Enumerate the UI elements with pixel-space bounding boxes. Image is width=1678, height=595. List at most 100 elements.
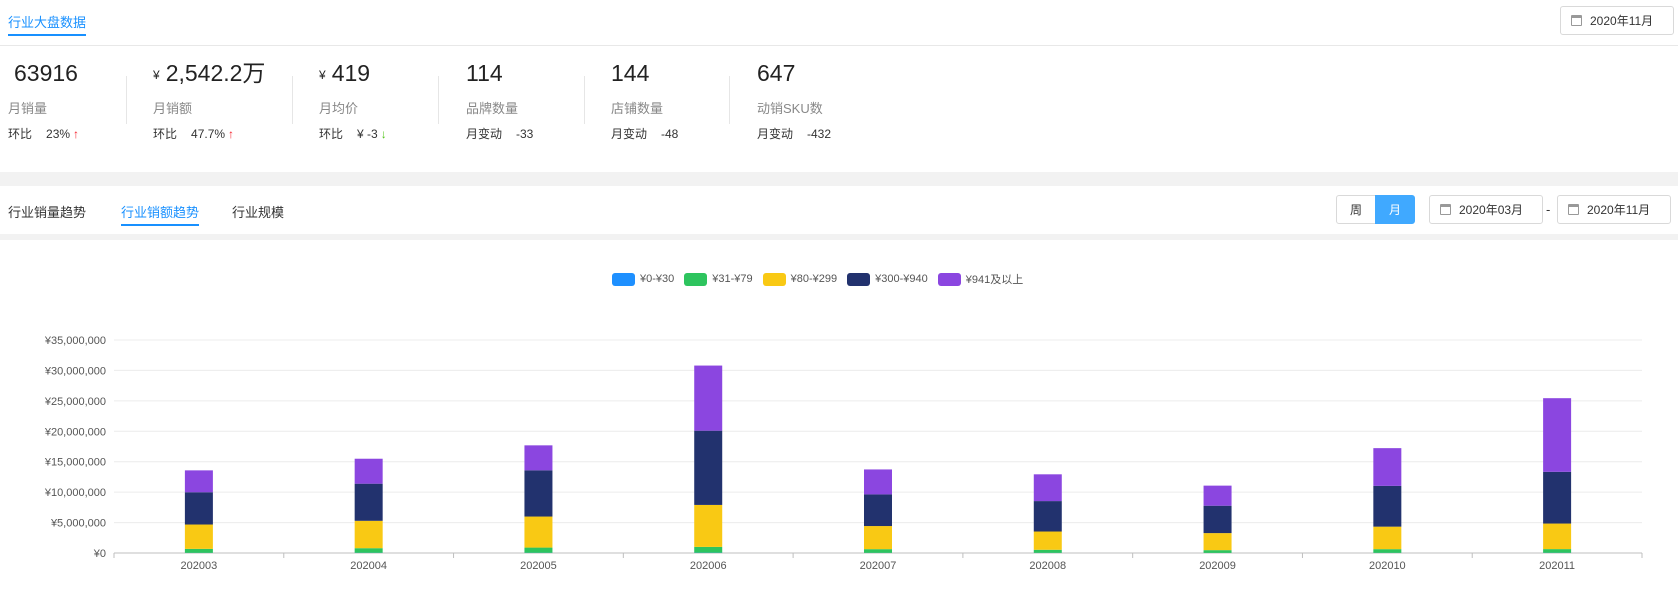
metric-currency: ¥ [319, 68, 326, 82]
metric-store-count: 144 店铺数量 月变动 -48 [611, 58, 678, 158]
bar-segment [184, 492, 213, 525]
metric-active-sku-count: 647 动销SKU数 月变动 -432 [757, 58, 831, 158]
metric-monthly-avg-price: ¥419 月均价 环比 ¥ -3 ↓ [319, 58, 387, 158]
delta-label: 月变动 [466, 127, 503, 141]
bar-segment [1033, 549, 1062, 553]
sales-amount-chart: ¥0-¥30 ¥31-¥79 ¥80-¥299 ¥300-¥940 ¥941及以上 ¥0… [0, 240, 1678, 595]
legend-item[interactable]: ¥0-¥30 [612, 272, 675, 286]
legend-label: ¥0-¥30 [640, 273, 675, 285]
metric-number: 419 [331, 60, 371, 86]
delta-value: 23% [46, 127, 71, 141]
bar-segment [1033, 531, 1062, 550]
metric-value: 63916 [8, 58, 79, 88]
bar-segment [1203, 505, 1232, 534]
metric-number: 114 [466, 60, 503, 86]
metric-number: 2,542.2万 [165, 60, 266, 86]
delta-label: 环比 [153, 127, 178, 141]
arrow-up-icon: ↑ [228, 127, 235, 141]
metric-number: 647 [757, 60, 796, 86]
delta-label: 环比 [8, 127, 33, 141]
metric-value: ¥419 [319, 58, 387, 88]
y-tick-label: ¥35,000,000 [44, 335, 106, 347]
bar-segment [694, 504, 723, 547]
stacked-bar-chart: ¥0 ¥5,000,000 ¥10,000,000 ¥15,000,000 ¥20,00… [44, 335, 1643, 572]
bar-segment [1373, 448, 1402, 486]
metric-value: 144 [611, 58, 678, 88]
trend-toolbar: 行业销量趋势 行业销额趋势 行业规模 周 月 2020年03月 - 2020年1… [0, 186, 1678, 234]
x-tick-label: 202011 [1539, 560, 1575, 572]
metric-label: 月均价 [319, 101, 359, 116]
metric-value: 114 [466, 58, 533, 88]
range-separator: - [1546, 202, 1551, 217]
bar-segment [1543, 398, 1572, 472]
delta-label: 月变动 [611, 127, 648, 141]
metric-delta: 环比 23% ↑ [8, 125, 79, 142]
bar-segment [694, 365, 723, 431]
metric-delta: 环比 47.7% ↑ [153, 125, 265, 142]
period-week-button[interactable]: 周 [1336, 195, 1376, 224]
bar-segment [1543, 523, 1572, 550]
legend-swatch [612, 272, 635, 286]
delta-label: 环比 [319, 127, 344, 141]
legend-label: ¥941及以上 [965, 274, 1024, 286]
tab-sales-volume-trend[interactable]: 行业销量趋势 [8, 205, 87, 220]
bar-segment [184, 470, 213, 493]
delta-value: ¥ -3 [357, 127, 378, 141]
bar-segment [1373, 549, 1402, 553]
divider [584, 76, 585, 124]
range-end-picker[interactable]: 2020年11月 [1557, 195, 1671, 224]
legend-item[interactable]: ¥300-¥940 [847, 272, 928, 286]
y-tick-label: ¥25,000,000 [44, 396, 106, 408]
metric-value: ¥2,542.2万 [153, 58, 265, 88]
metric-monthly-sales-volume: 63916 月销量 环比 23% ↑ [8, 58, 79, 158]
metric-currency: ¥ [153, 68, 160, 82]
bar-segment [354, 458, 383, 484]
month-picker[interactable]: 2020年11月 [1560, 6, 1674, 35]
bar-segment [184, 548, 213, 553]
metric-label: 品牌数量 [466, 101, 519, 116]
tab-industry-scale[interactable]: 行业规模 [232, 205, 285, 220]
bar-segment [1373, 526, 1402, 550]
range-start-value: 2020年03月 [1459, 203, 1524, 217]
bar-segment [864, 494, 892, 527]
delta-value: -48 [661, 127, 679, 141]
metric-monthly-sales-amount: ¥2,542.2万 月销额 环比 47.7% ↑ [153, 58, 265, 158]
y-tick-label: ¥5,000,000 [50, 518, 106, 530]
tab-sales-amount-trend[interactable]: 行业销额趋势 [121, 202, 200, 226]
metric-delta: 环比 ¥ -3 ↓ [319, 125, 387, 142]
y-tick-label: ¥30,000,000 [44, 365, 106, 377]
divider [438, 76, 439, 124]
bar-segment [354, 483, 383, 521]
bar-segment [354, 520, 383, 549]
x-tick-label: 202006 [690, 560, 727, 572]
legend-swatch [937, 272, 961, 286]
x-tick-label: 202010 [1369, 560, 1406, 572]
bar-segment [1543, 471, 1572, 524]
legend-label: ¥300-¥940 [875, 273, 928, 285]
page-title[interactable]: 行业大盘数据 [8, 12, 87, 36]
range-start-picker[interactable]: 2020年03月 [1429, 195, 1543, 224]
x-tick-label: 202007 [860, 560, 897, 572]
y-tick-label: ¥15,000,000 [44, 457, 106, 469]
legend-label: ¥31-¥79 [712, 273, 753, 285]
bar-segment [864, 469, 892, 495]
bar-segment [1033, 474, 1062, 502]
legend-item[interactable]: ¥31-¥79 [684, 272, 753, 286]
bar-segment [524, 516, 553, 548]
arrow-down-icon: ↓ [380, 127, 387, 141]
calendar-icon [1568, 204, 1579, 215]
y-tick-label: ¥10,000,000 [44, 487, 106, 499]
bar-segment [864, 526, 892, 550]
metric-label: 月销额 [153, 101, 193, 116]
legend-item[interactable]: ¥80-¥299 [762, 272, 837, 286]
legend-item[interactable]: ¥941及以上 [937, 271, 1024, 287]
delta-value: -33 [516, 127, 534, 141]
period-month-button[interactable]: 月 [1375, 195, 1415, 224]
legend-swatch [762, 272, 786, 286]
y-tick-label: ¥0 [93, 548, 106, 560]
delta-value: 47.7% [191, 127, 226, 141]
section-separator [0, 234, 1678, 240]
bar-segment [864, 549, 892, 553]
chart-legend: ¥0-¥30 ¥31-¥79 ¥80-¥299 ¥300-¥940 ¥941及以上 [612, 271, 1033, 287]
top-header: 行业大盘数据 2020年11月 [0, 0, 1678, 46]
